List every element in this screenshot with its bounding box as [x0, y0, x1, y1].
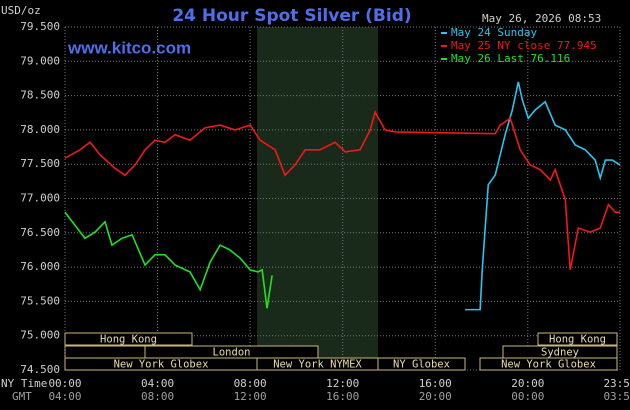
timestamp: May 26, 2026 08:53 — [482, 12, 601, 25]
session-box — [64, 332, 193, 346]
y-tick-label: 79.000 — [20, 54, 60, 67]
session: Hong Kong — [537, 332, 618, 346]
session: NY Globex — [377, 357, 466, 371]
session-box — [377, 357, 466, 371]
chart-title: 24 Hour Spot Silver (Bid) — [172, 6, 411, 26]
series-line — [465, 81, 621, 311]
series-line — [64, 109, 620, 270]
legend-label: May 24 Sunday — [451, 26, 537, 39]
x-tick-label: 20:00 — [511, 377, 544, 390]
session-label: Hong Kong — [549, 334, 606, 346]
x2-axis-label: GMT — [12, 390, 32, 403]
x2-tick-label: 08:00 — [141, 390, 174, 403]
session: New York Globex — [479, 357, 618, 371]
x2-tick-label: 16:00 — [326, 390, 359, 403]
y-tick-label: 74.500 — [20, 363, 60, 376]
x-tick-label: 00:00 — [48, 377, 81, 390]
y-tick-label: 78.000 — [20, 123, 60, 136]
y-tick-label: 77.500 — [20, 157, 60, 170]
y-tick-label: 75.000 — [20, 329, 60, 342]
legend-label: May 26 Last 76.116 — [451, 52, 570, 65]
session-box — [479, 357, 618, 371]
y-tick-label: 76.000 — [20, 260, 60, 273]
session-label: London — [213, 347, 251, 359]
site-label: www.kitco.com — [67, 38, 191, 57]
y-tick-label: 79.500 — [20, 20, 60, 33]
session-label: Hong Kong — [100, 334, 157, 346]
x-tick-label: 12:00 — [326, 377, 359, 390]
y-tick-label: 78.500 — [20, 89, 60, 102]
y-tick-label: 75.500 — [20, 294, 60, 307]
session: Hong Kong — [64, 332, 193, 346]
session-label: NY Globex — [393, 359, 450, 371]
y-axis-label: USD/oz — [1, 4, 41, 17]
nymex-shade — [257, 27, 378, 360]
y-tick-label: 77.000 — [20, 192, 60, 205]
session-label: New York NYMEX — [273, 359, 362, 371]
session: London — [144, 345, 319, 359]
x2-tick-label: 04:00 — [48, 390, 81, 403]
x2-tick-label: 20:00 — [419, 390, 452, 403]
session-box — [64, 345, 146, 359]
session-label: Sydney — [541, 347, 579, 359]
session-label: New York Globex — [501, 359, 596, 371]
session: New York Globex — [64, 357, 258, 371]
x-tick-label: 04:00 — [141, 377, 174, 390]
x-tick-label: 23:59 — [603, 377, 630, 390]
x-tick-label: 08:00 — [234, 377, 267, 390]
session-box — [537, 332, 618, 346]
y-tick-label: 76.500 — [20, 226, 60, 239]
session: Sydney — [502, 345, 618, 359]
x-tick-label: 16:00 — [419, 377, 452, 390]
x-axis-label: NY Time — [1, 377, 47, 390]
x2-tick-label: 00:00 — [511, 390, 544, 403]
session-label: New York Globex — [114, 359, 209, 371]
legend-label: May 25 NY close 77.945 — [451, 39, 597, 52]
session: New York NYMEX — [256, 357, 379, 371]
x2-tick-label: 03:59 — [603, 390, 630, 403]
x2-tick-label: 12:00 — [234, 390, 267, 403]
series-line — [64, 211, 273, 309]
